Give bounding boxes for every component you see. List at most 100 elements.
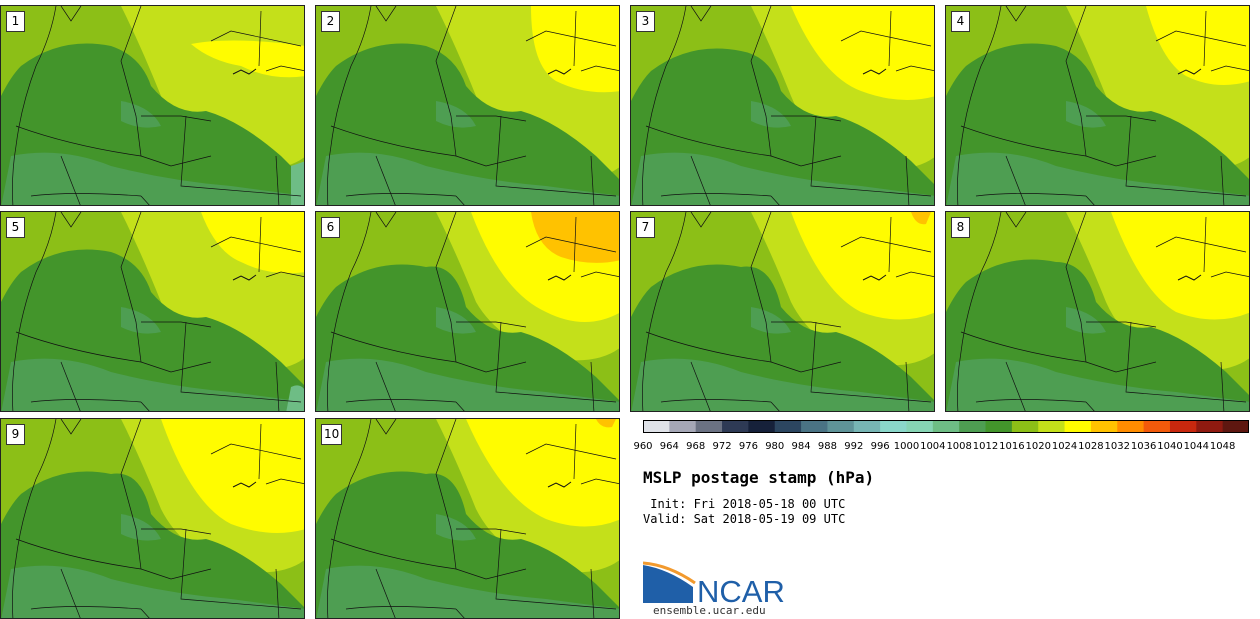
boundary-line [840,30,932,47]
boundary-line [265,271,304,278]
boundary-line [770,401,780,411]
boundary-line [895,271,934,278]
mslp-field-map [946,212,1249,411]
boundary-line [120,6,142,157]
colorbar-segment [748,420,776,433]
colorbar-segment [643,420,670,433]
boundary-line [210,443,302,460]
lake-outline [862,68,887,75]
boundary-line [140,401,150,411]
boundary-line [895,65,934,72]
boundary-line [330,538,457,570]
boundary-line [642,6,687,205]
boundary-line [495,115,617,197]
boundary-line [1125,115,1247,197]
mslp-field-map [631,212,934,411]
mslp-field-map [316,212,619,411]
member-panel-1: 1 [0,5,305,206]
panel-number-label: 8 [951,217,970,238]
colorbar-segment [1222,420,1249,433]
boundary-line [375,568,396,618]
pressure-region [911,212,931,225]
colorbar-tick-label: 1032 [1104,441,1130,452]
boundary-line [750,6,772,157]
boundary-line [645,331,772,363]
boundary-line [1085,401,1095,411]
lake-outline [232,274,257,281]
panel-number-label: 7 [636,217,655,238]
boundary-line [1220,361,1225,411]
colorbar-segment [853,420,881,433]
panel-number-label: 1 [6,11,25,32]
boundary-line [750,212,772,363]
colorbar-segment [1196,420,1224,433]
colorbar-tick-label: 988 [817,441,837,452]
mslp-field-map [631,6,934,205]
boundary-line [770,155,842,167]
colorbar-tick-label: 1028 [1078,441,1104,452]
pressure-region [466,419,619,527]
boundary-line [1005,361,1026,411]
boundary-line [120,419,142,570]
pressure-region [436,307,476,334]
colorbar-tick-label: 1044 [1183,441,1210,452]
boundary-line [60,419,82,435]
boundary-line [180,321,302,403]
member-panel-3: 3 [630,5,935,206]
colorbar-tick-label: 960 [633,441,653,452]
boundary-line [690,361,711,411]
colorbar-tick-label: 1024 [1051,441,1078,452]
pressure-region [316,152,619,205]
boundary-line [1065,212,1087,363]
boundary-line [1210,65,1249,72]
boundary-line [455,155,527,167]
boundary-line [258,423,262,480]
colorbar-segment [1064,420,1092,433]
lake-outline [232,481,257,488]
boundary-line [660,193,772,197]
colorbar-tick-label: 1048 [1209,441,1236,452]
website-url: ensemble.ucar.edu [653,604,766,617]
colorbar-tick-label: 972 [712,441,732,452]
colorbar-tick-label: 976 [738,441,758,452]
boundary-line [210,30,302,47]
colorbar-tick-label: 1008 [946,441,972,452]
colorbar-segment [959,420,987,433]
boundary-line [15,538,142,570]
panel-number-label: 5 [6,217,25,238]
boundary-line [580,478,619,485]
boundary-line [690,212,712,228]
boundary-line [645,125,772,157]
boundary-line [590,155,595,205]
boundary-line [30,606,142,610]
colorbar-segment [1117,420,1145,433]
boundary-line [345,193,457,197]
boundary-line [141,115,212,122]
colorbar-segment [1143,420,1171,433]
member-panel-6: 6 [315,211,620,412]
colorbar-tick-label: 992 [844,441,864,452]
colorbar-tick-label: 1012 [972,441,999,452]
boundary-line [60,6,82,22]
colorbar-tick-label: 1040 [1157,441,1183,452]
lake-outline [547,274,572,281]
colorbar-tick-label: 1016 [999,441,1025,452]
boundary-line [1203,216,1207,273]
boundary-line [1005,6,1027,22]
pressure-region [791,212,934,320]
boundary-line [1085,195,1095,205]
boundary-line [275,155,280,205]
valid-time: Valid: Sat 2018-05-19 09 UTC [643,512,846,526]
pressure-region [1,358,304,411]
member-panel-10: 10 [315,418,620,619]
boundary-line [258,216,262,273]
colorbar-segment [1011,420,1039,433]
boundary-line [140,568,212,580]
boundary-line [30,399,142,403]
boundary-line [1005,212,1027,228]
boundary-line [456,321,527,328]
map-title: MSLP postage stamp (hPa) [643,468,875,487]
boundary-line [455,401,465,411]
boundary-line [495,321,617,403]
pressure-region [946,358,1249,411]
